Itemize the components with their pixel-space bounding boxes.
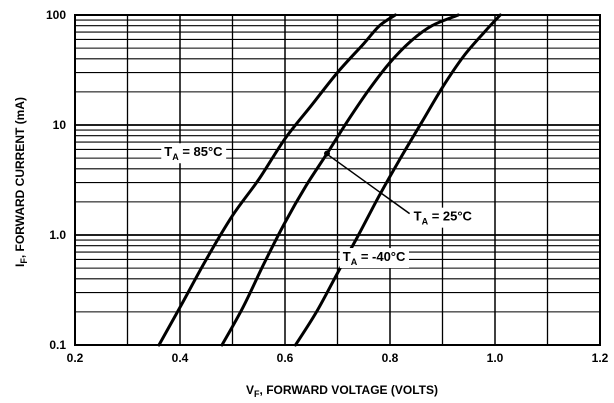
series-line-2 bbox=[220, 13, 460, 347]
grid-layer bbox=[75, 15, 600, 345]
temperature-annotation: TA = -40°C bbox=[339, 248, 410, 269]
y-tick-label: 100 bbox=[46, 8, 66, 22]
series-line-3 bbox=[294, 13, 502, 347]
series-line-1 bbox=[157, 13, 397, 347]
annotation-backdrop bbox=[339, 248, 410, 269]
annotation-backdrop bbox=[161, 143, 227, 164]
temperature-annotation: TA = 85°C bbox=[161, 143, 227, 164]
annotation-arrow-point bbox=[324, 150, 330, 157]
annotation-label: TA = 25°C bbox=[414, 209, 473, 227]
plot-frame bbox=[74, 14, 601, 346]
y-tick-label: 10 bbox=[53, 118, 67, 132]
y-tick-label: 1.0 bbox=[49, 228, 66, 242]
curve-layer bbox=[157, 13, 502, 347]
x-tick-label: 1.0 bbox=[487, 351, 504, 365]
annotation-arrow bbox=[328, 154, 411, 215]
y-axis-title: IF, FORWARD CURRENT (mA) bbox=[13, 97, 29, 267]
annotation-label: TA = -40°C bbox=[343, 249, 406, 267]
annotation-layer: TA = 85°C TA = 25°C TA = -40°C bbox=[161, 143, 476, 269]
tick-label-layer: 0.2 0.4 0.6 0.8 1.0 1.2 0.1 1.0 10 100 bbox=[46, 8, 609, 365]
x-tick-label: 0.8 bbox=[382, 351, 399, 365]
temperature-annotation: TA = 25°C bbox=[410, 207, 476, 228]
x-axis-title: VF, FORWARD VOLTAGE (VOLTS) bbox=[246, 383, 438, 399]
y-tick-label: 0.1 bbox=[49, 338, 66, 352]
x-tick-label: 1.2 bbox=[592, 351, 609, 365]
x-tick-label: 0.4 bbox=[172, 351, 189, 365]
annotation-label: TA = 85°C bbox=[164, 144, 223, 162]
x-tick-label: 0.6 bbox=[277, 351, 294, 365]
x-tick-label: 0.2 bbox=[67, 351, 84, 365]
annotation-backdrop bbox=[410, 207, 476, 228]
